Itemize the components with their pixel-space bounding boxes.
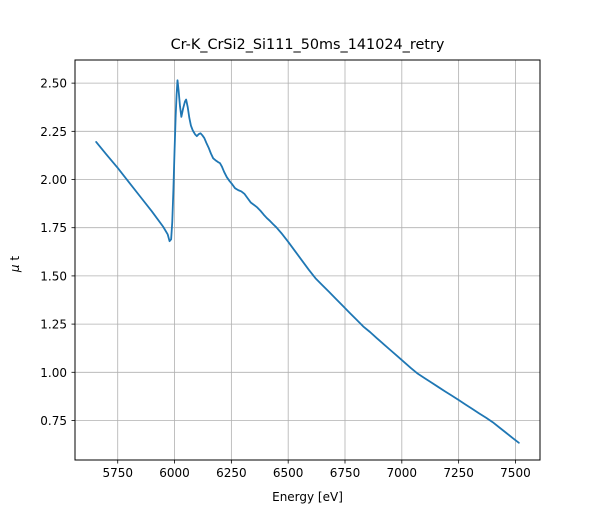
data-layer [95, 79, 520, 444]
x-tick-label: 6000 [159, 466, 190, 480]
axes-frame [74, 59, 541, 461]
y-tick-label: 1.25 [40, 318, 67, 332]
axes-layer: 5750 6000 6250 6500 6750 7000 7250 7500 0.75 1.00… [40, 59, 541, 480]
y-tick-label: 1.50 [40, 269, 67, 283]
x-tick-label: 6750 [330, 466, 361, 480]
y-tick-label: 1.75 [40, 221, 67, 235]
grid-layer [75, 60, 540, 460]
x-tick-label: 7000 [387, 466, 418, 480]
y-tick-label: 1.00 [40, 366, 67, 380]
x-tick-label: 5750 [102, 466, 133, 480]
x-tick-label: 6250 [216, 466, 247, 480]
y-tick-label: 0.75 [40, 414, 67, 428]
chart-title: Cr-K_CrSi2_Si111_50ms_141024_retry [171, 37, 445, 53]
x-tick-label: 6500 [273, 466, 304, 480]
y-tick-label: 2.50 [40, 77, 67, 91]
x-tick-label: 7500 [500, 466, 531, 480]
plot-line-mu_t_absorption [95, 79, 520, 444]
x-axis-label: Energy [eV] [272, 490, 343, 504]
y-tick-label: 2.00 [40, 173, 67, 187]
y-tick-label: 2.25 [40, 125, 67, 139]
x-tick-label: 7250 [443, 466, 474, 480]
y-axis-label: μ t [8, 256, 22, 273]
